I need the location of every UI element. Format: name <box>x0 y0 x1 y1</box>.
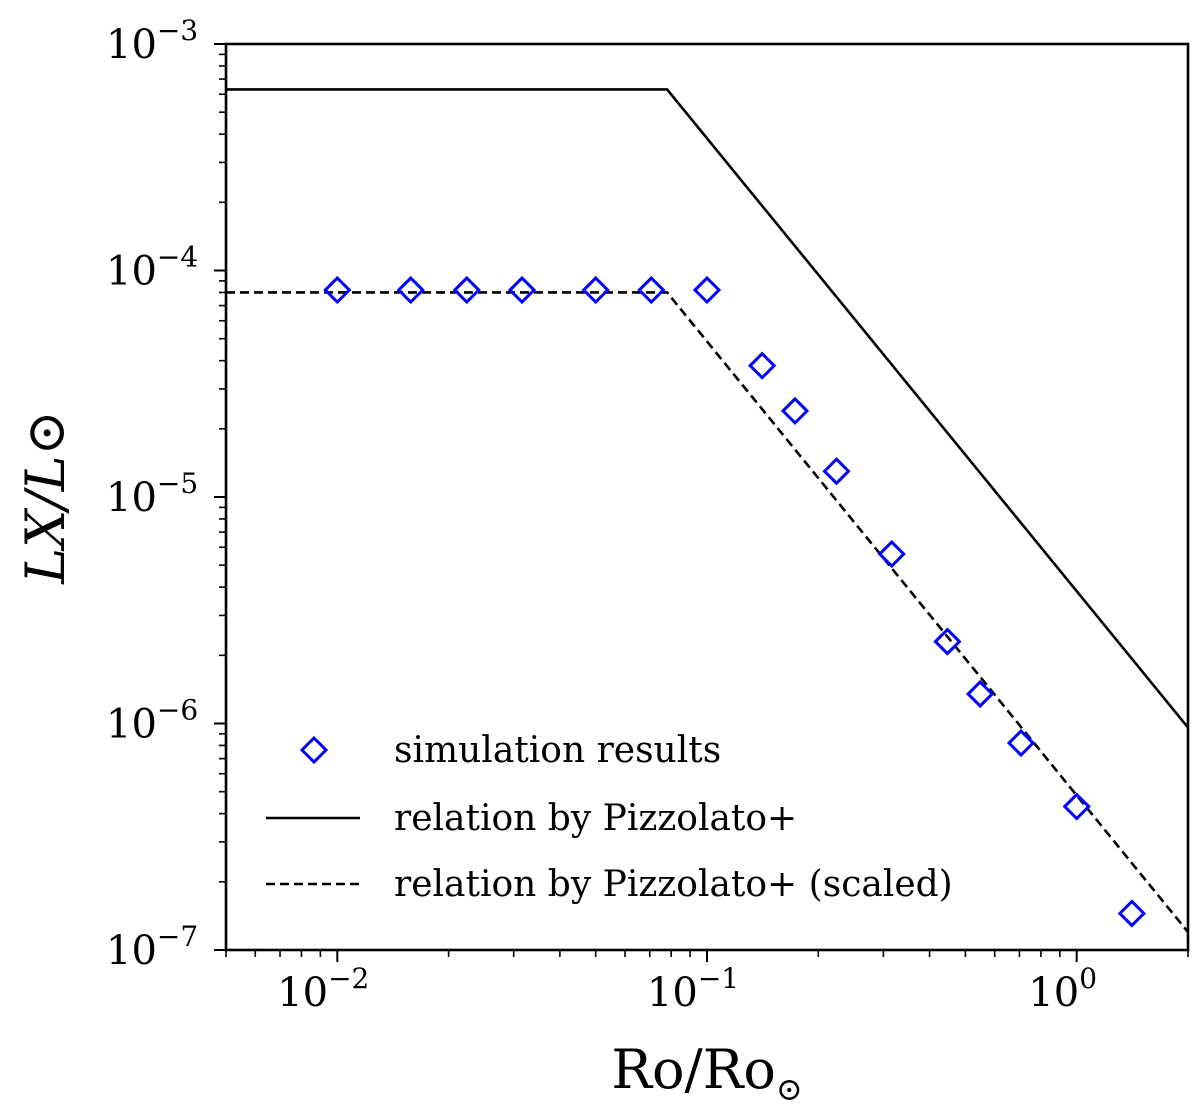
axis-tick-labels: 10−2 10−1 100 10−3 10−4 10−5 10−6 10−7 <box>106 14 1097 1016</box>
x-axis-title-main: Ro/Ro <box>611 1038 776 1101</box>
y-axis-title: LX/L⊙ <box>14 410 77 585</box>
scaled-relation-line <box>226 291 1188 933</box>
simulation-point <box>692 275 722 305</box>
simulation-point <box>507 275 537 305</box>
simulation-point <box>581 275 610 305</box>
simulation-point <box>933 627 962 656</box>
legend-label: relation by Pizzolato+ <box>394 798 797 839</box>
x-axis-title: Ro/Ro⊙ <box>611 1038 802 1108</box>
simulation-point <box>396 275 425 305</box>
y-tick-label: 10−5 <box>106 467 198 521</box>
x-axis-title-sub: ⊙ <box>776 1070 803 1108</box>
legend-label: simulation results <box>394 730 721 771</box>
x-tick-label: 10−2 <box>277 962 369 1016</box>
x-tick-label: 10−1 <box>647 962 739 1016</box>
series-lines <box>226 88 1188 933</box>
simulation-point <box>966 679 995 709</box>
simulation-point <box>822 457 851 486</box>
y-tick-label: 10−7 <box>106 920 198 974</box>
legend: simulation results relation by Pizzolato+… <box>266 730 953 905</box>
y-axis-title-main: LX/L⊙ <box>14 410 77 585</box>
simulation-point <box>323 275 352 305</box>
simulation-point <box>1006 728 1036 758</box>
y-tick-label: 10−6 <box>106 694 198 748</box>
legend-label: relation by Pizzolato+ (scaled) <box>394 864 953 905</box>
axis-ticks <box>214 43 1189 962</box>
relation-line <box>226 88 1188 729</box>
series-markers <box>323 275 1146 928</box>
simulation-point <box>1062 792 1091 821</box>
simulation-point <box>637 275 666 305</box>
y-tick-label: 10−4 <box>106 241 198 295</box>
x-tick-label: 100 <box>1028 962 1097 1016</box>
y-tick-label: 10−3 <box>106 14 198 68</box>
simulation-point <box>877 539 906 569</box>
simulation-point <box>1117 899 1146 928</box>
legend-marker-diamond <box>299 735 329 765</box>
simulation-point <box>780 396 810 426</box>
simulation-point <box>748 351 777 380</box>
simulation-point <box>452 275 481 305</box>
